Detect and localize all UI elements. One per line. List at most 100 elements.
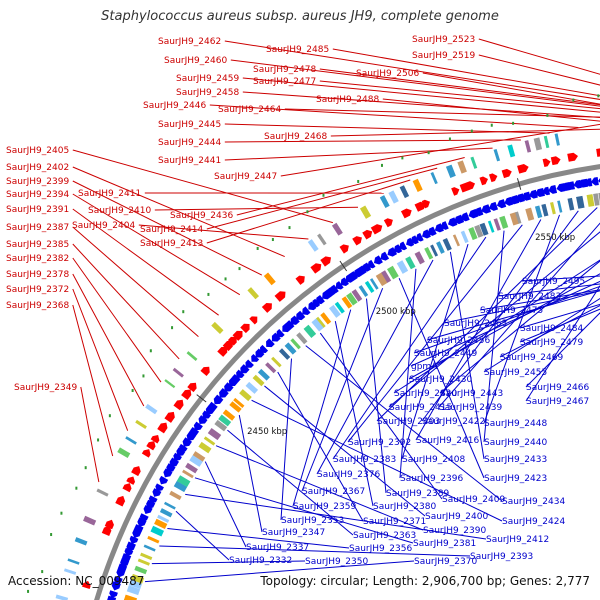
gc-marker (238, 267, 241, 271)
inner-feature-block (252, 374, 265, 387)
inner-feature-block (334, 301, 345, 314)
outer-feature-block (470, 156, 478, 169)
forward-gene-label: SaurJH9_2378 (6, 270, 69, 280)
forward-gene-arrow (451, 187, 460, 196)
gc-marker (380, 163, 383, 167)
forward-gene-arrow (141, 449, 151, 458)
forward-gene-arrow (362, 229, 373, 240)
inner-feature-block (499, 215, 509, 229)
inner-feature-block (169, 490, 182, 501)
forward-gene-label: SaurJH9_2444 (158, 138, 221, 148)
inner-feature-block (358, 285, 369, 298)
reverse-leader-line (292, 309, 352, 507)
inner-feature-block (137, 558, 150, 566)
gc-marker (401, 156, 404, 160)
inner-feature-block (147, 535, 160, 544)
inner-feature-block (509, 212, 520, 226)
forward-gene-arrow (187, 382, 197, 393)
forward-leader-line (230, 59, 600, 107)
forward-leader-line (72, 288, 129, 431)
reverse-gene-label: SaurJH9_2367 (302, 487, 365, 497)
inner-feature-block (557, 200, 563, 213)
gc-marker (490, 123, 493, 127)
reverse-gene-arrow (362, 262, 372, 272)
forward-gene-arrow (501, 168, 512, 179)
gc-marker (546, 113, 549, 117)
reverse-gene-arrow (330, 284, 339, 294)
forward-gene-label: SaurJH9_2447 (214, 172, 277, 182)
gc-marker (41, 570, 44, 574)
reverse-gene-arrow (126, 541, 136, 552)
reverse-gene-label: SaurJH9_2350 (305, 557, 368, 567)
reverse-gene-label: SaurJH9_2370 (414, 557, 477, 567)
reverse-gene-arrow (255, 348, 265, 358)
inner-feature-block (550, 201, 556, 215)
genome-backbone-arc (94, 164, 600, 600)
reverse-gene-label: SaurJH9_2484 (520, 324, 583, 334)
forward-gene-arrow (383, 218, 393, 228)
forward-gene-arrow (320, 256, 332, 267)
kbp-tick (196, 394, 207, 403)
forward-gene-label: SaurJH9_2391 (6, 205, 69, 215)
inner-feature-block (424, 246, 434, 260)
gc-marker (149, 349, 152, 353)
reverse-leader-line (401, 244, 469, 460)
outer-feature-block (186, 351, 198, 361)
reverse-gene-label: SaurJH9_2495 (522, 277, 585, 287)
reverse-gene-arrow (515, 193, 525, 203)
reverse-gene-label: SaurJH9_2463 (444, 319, 507, 329)
forward-gene-arrow (240, 323, 250, 334)
reverse-gene-arrow (528, 189, 538, 199)
inner-feature-block (157, 514, 170, 523)
reverse-gene-arrow (315, 294, 325, 305)
reverse-gene-label: SaurJH9_2353 (281, 516, 344, 526)
inner-feature-block (351, 289, 363, 302)
inner-feature-block (452, 234, 461, 247)
outer-feature-block (388, 190, 399, 204)
reverse-gene-arrow (474, 207, 484, 217)
reverse-leader-line (483, 214, 560, 424)
reverse-gene-label: gpmA (411, 362, 438, 372)
forward-gene-arrow (227, 336, 237, 346)
forward-gene-arrow (200, 366, 210, 377)
reverse-gene-label: SaurJH9_2392 (348, 438, 411, 448)
gc-marker (27, 589, 30, 593)
reverse-gene-arrow (398, 241, 408, 251)
forward-gene-label: SaurJH9_2519 (412, 51, 475, 61)
reverse-gene-arrow (296, 310, 306, 321)
inner-feature-block (534, 205, 543, 219)
reverse-gene-arrow (276, 328, 285, 338)
reverse-gene-label: SaurJH9_2467 (526, 397, 589, 407)
reverse-gene-arrow (271, 332, 281, 342)
reverse-gene-arrow (290, 315, 300, 325)
outer-feature-block (430, 172, 438, 185)
forward-gene-arrow (115, 495, 126, 507)
outer-feature-block (307, 239, 319, 252)
inner-feature-block (369, 278, 379, 290)
reverse-leader-line (398, 278, 485, 479)
reverse-leader-line (144, 560, 415, 583)
forward-leader-line (72, 304, 114, 457)
inner-feature-block (576, 195, 585, 209)
reverse-leader-line (399, 268, 417, 479)
reverse-leader-line (151, 560, 306, 565)
reverse-leader-line (305, 345, 503, 502)
inner-feature-block (185, 462, 198, 474)
inner-feature-block (134, 565, 148, 575)
inner-feature-block (150, 525, 165, 537)
forward-gene-label: SaurJH9_2460 (164, 56, 227, 66)
gc-marker (288, 226, 291, 230)
reverse-gene-arrow (198, 415, 208, 425)
gc-marker (572, 98, 575, 102)
outer-feature-block (317, 233, 327, 246)
gc-marker (224, 277, 227, 281)
forward-gene-arrow (400, 208, 412, 219)
outer-feature-block (96, 488, 109, 497)
gc-marker (131, 389, 134, 393)
outer-feature-block (145, 403, 158, 415)
forward-leader-line (319, 68, 600, 106)
inner-feature-block (328, 304, 341, 318)
inner-feature-block (442, 238, 452, 251)
forward-gene-label: SaurJH9_2414 (140, 225, 203, 235)
gc-marker (108, 414, 111, 418)
